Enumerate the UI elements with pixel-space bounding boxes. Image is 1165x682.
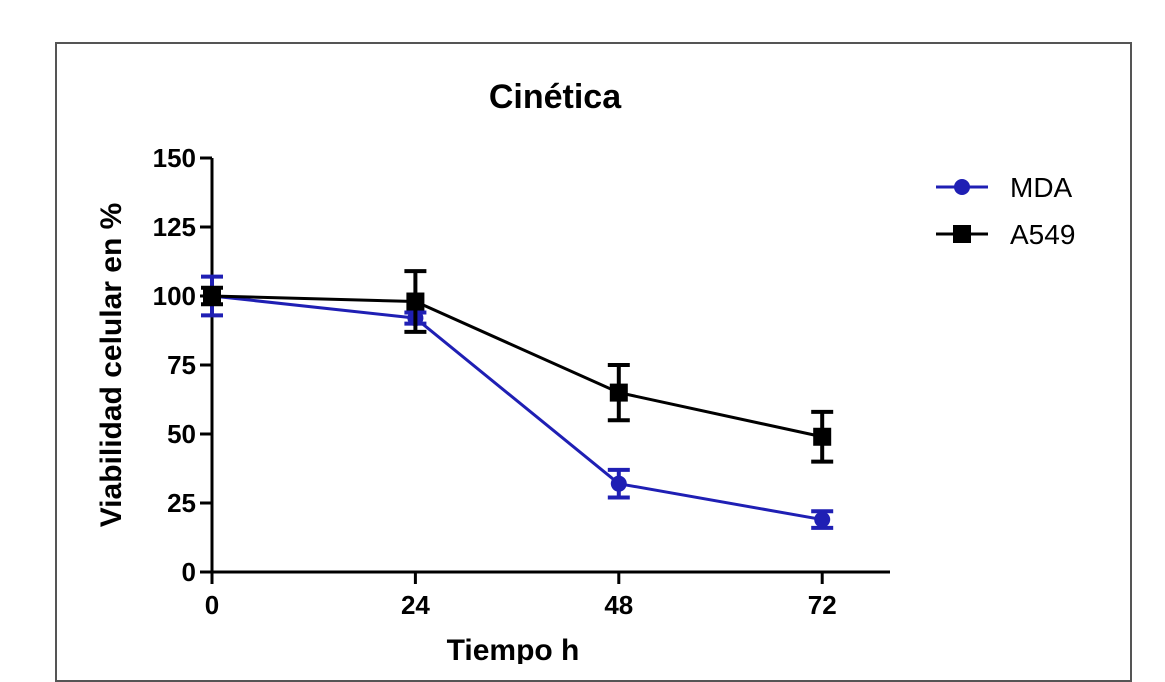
legend-label: MDA: [1010, 172, 1073, 203]
data-point: [610, 475, 627, 492]
legend: MDA A549: [936, 172, 1075, 250]
axes: 0 25 50 75 100 125 150 0 24 48 72: [153, 143, 890, 620]
y-tick-label: 50: [167, 419, 196, 449]
x-tick-label: 24: [401, 590, 430, 620]
series-mda: [201, 274, 834, 530]
series-line: [211, 294, 823, 439]
legend-marker: [954, 179, 970, 195]
x-axis-label: Tiempo h: [447, 634, 580, 664]
legend-label: A549: [1010, 219, 1075, 250]
legend-item-mda: MDA: [936, 172, 1073, 203]
y-tick-label: 0: [182, 557, 196, 587]
series-layer: [201, 269, 834, 530]
chart-svg: Cinética Viabilidad celular en % Tiempo …: [95, 78, 1075, 664]
legend-marker: [953, 225, 971, 243]
legend-item-a549: A549: [936, 219, 1075, 250]
x-tick-label: 72: [808, 590, 837, 620]
data-point: [814, 511, 831, 528]
chart-frame: [55, 42, 1132, 682]
y-tick-label: 150: [153, 143, 196, 173]
y-tick-label: 75: [167, 350, 196, 380]
y-tick-label: 25: [167, 488, 196, 518]
x-tick-label: 48: [604, 590, 633, 620]
chart-title: Cinética: [489, 78, 622, 116]
data-point: [406, 292, 425, 311]
y-tick-label: 100: [153, 281, 196, 311]
data-point: [609, 383, 628, 402]
y-axis-label: Viabilidad celular en %: [95, 203, 128, 528]
data-point: [813, 427, 832, 446]
y-tick-label: 125: [153, 212, 196, 242]
x-tick-label: 0: [205, 590, 219, 620]
series-a549: [201, 269, 834, 464]
series-line: [211, 294, 823, 522]
data-point: [203, 287, 221, 305]
